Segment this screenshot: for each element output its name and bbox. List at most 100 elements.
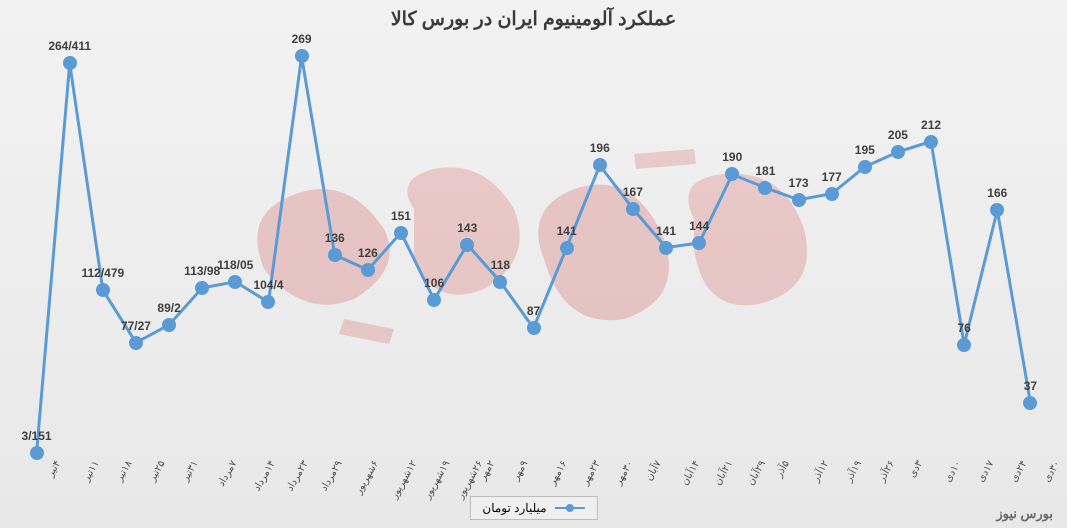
- data-label: 77/27: [121, 319, 151, 333]
- x-axis-label: ۱۲آذر: [810, 459, 831, 484]
- data-marker: [328, 248, 342, 262]
- data-label: 144: [689, 219, 709, 233]
- legend-label: میلیارد تومان: [482, 501, 546, 515]
- x-axis-label: ۲۹آبان: [746, 459, 769, 488]
- data-marker: [924, 135, 938, 149]
- data-marker: [725, 167, 739, 181]
- x-axis-label: ۱۹آذر: [843, 459, 864, 484]
- data-label: 167: [623, 185, 643, 199]
- data-label: 118/05: [217, 258, 253, 272]
- x-axis-label: ۱۴آبان: [679, 459, 702, 488]
- data-label: 177: [822, 170, 842, 184]
- legend-marker-icon: [555, 507, 585, 509]
- data-label: 195: [855, 143, 875, 157]
- x-axis-label: ۳۰مهر: [613, 459, 636, 487]
- data-marker: [261, 295, 275, 309]
- data-marker: [295, 49, 309, 63]
- data-marker: [361, 263, 375, 277]
- data-marker: [659, 241, 673, 255]
- data-marker: [626, 202, 640, 216]
- x-axis-label: ۲۳مرداد: [285, 459, 311, 493]
- data-marker: [527, 321, 541, 335]
- chart-lines: [20, 40, 1047, 458]
- data-label: 173: [789, 176, 809, 190]
- x-axis-label: ۹مهر: [511, 459, 531, 483]
- x-axis-label: ۷آبان: [644, 459, 664, 483]
- data-label: 126: [358, 246, 378, 260]
- data-marker: [96, 283, 110, 297]
- plot-area: 3/151 264/411 112/479 77/27 89/2 113/98118/05…: [20, 40, 1047, 458]
- x-axis-label: ۷مرداد: [216, 459, 239, 489]
- x-axis-label: ۲۴دی: [1009, 459, 1030, 484]
- footer-text: بورس نیوز: [996, 506, 1053, 522]
- data-label: 143: [457, 221, 477, 235]
- data-marker: [460, 238, 474, 252]
- x-axis-label: ۲۳مهر: [580, 459, 603, 487]
- data-label: 166: [987, 186, 1007, 200]
- x-axis-label: ۳دی: [907, 459, 925, 480]
- x-axis-label: ۱۹شهریور: [422, 459, 453, 501]
- x-axis-label: ۵آذر: [774, 459, 792, 480]
- data-marker: [692, 236, 706, 250]
- data-label: 112/479: [81, 266, 124, 280]
- chart-container: عملکرد آلومینیوم ایران در بورس کالا 3/15…: [0, 0, 1067, 528]
- data-label: 89/2: [157, 301, 180, 315]
- x-axis-label: ۱۰دی: [943, 459, 964, 484]
- data-marker: [1023, 396, 1037, 410]
- data-label: 141: [557, 224, 577, 238]
- data-marker: [792, 193, 806, 207]
- data-label: 3/151: [22, 429, 52, 443]
- data-label: 87: [527, 304, 540, 318]
- data-marker: [825, 187, 839, 201]
- data-marker: [394, 226, 408, 240]
- data-marker: [195, 281, 209, 295]
- x-axis-label: ۳۰دی: [1042, 459, 1063, 484]
- x-axis-label: ۴تیر: [45, 459, 63, 479]
- data-marker: [858, 160, 872, 174]
- x-axis-label: ۱۷دی: [976, 459, 997, 484]
- legend: میلیارد تومان: [469, 496, 597, 520]
- data-marker: [427, 293, 441, 307]
- x-axis-label: ۲۶شهریور: [455, 459, 486, 501]
- data-marker: [560, 241, 574, 255]
- data-marker: [63, 56, 77, 70]
- chart-title: عملکرد آلومینیوم ایران در بورس کالا: [0, 0, 1067, 31]
- data-label: 106: [424, 276, 444, 290]
- data-label: 196: [590, 141, 610, 155]
- data-marker: [758, 181, 772, 195]
- data-label: 264/411: [48, 39, 91, 53]
- data-label: 104/4: [253, 278, 283, 292]
- data-label: 141: [656, 224, 676, 238]
- x-axis-label: ۱۲شهریور: [389, 459, 420, 501]
- x-axis-label: ۱۸تیر: [114, 459, 135, 484]
- data-label: 269: [292, 32, 312, 46]
- data-marker: [30, 446, 44, 460]
- data-marker: [493, 275, 507, 289]
- data-marker: [228, 275, 242, 289]
- x-axis-label: ۱۴مرداد: [252, 459, 278, 493]
- data-marker: [891, 145, 905, 159]
- data-label: 181: [755, 164, 775, 178]
- x-axis-label: ۲۱آبان: [712, 459, 735, 488]
- x-axis-label: ۲۹مرداد: [318, 459, 344, 493]
- data-label: 113/98: [184, 264, 220, 278]
- data-label: 76: [957, 321, 970, 335]
- data-label: 136: [325, 231, 345, 245]
- data-label: 118: [491, 258, 510, 272]
- data-label: 190: [722, 150, 742, 164]
- data-marker: [957, 338, 971, 352]
- x-axis-label: ۳۱تیر: [180, 459, 201, 484]
- x-axis-label: ۲۵تیر: [147, 459, 168, 484]
- x-axis-label: ۶شهریور: [353, 459, 381, 496]
- data-label: 37: [1024, 379, 1037, 393]
- data-label: 212: [921, 118, 941, 132]
- x-axis-label: ۱۶مهر: [547, 459, 570, 487]
- data-label: 205: [888, 128, 908, 142]
- data-marker: [129, 336, 143, 350]
- data-label: 151: [391, 209, 411, 223]
- x-axis-label: ۲۶آذر: [876, 459, 897, 484]
- data-marker: [162, 318, 176, 332]
- x-axis-label: ۱۱تیر: [81, 459, 102, 484]
- data-marker: [593, 158, 607, 172]
- data-marker: [990, 203, 1004, 217]
